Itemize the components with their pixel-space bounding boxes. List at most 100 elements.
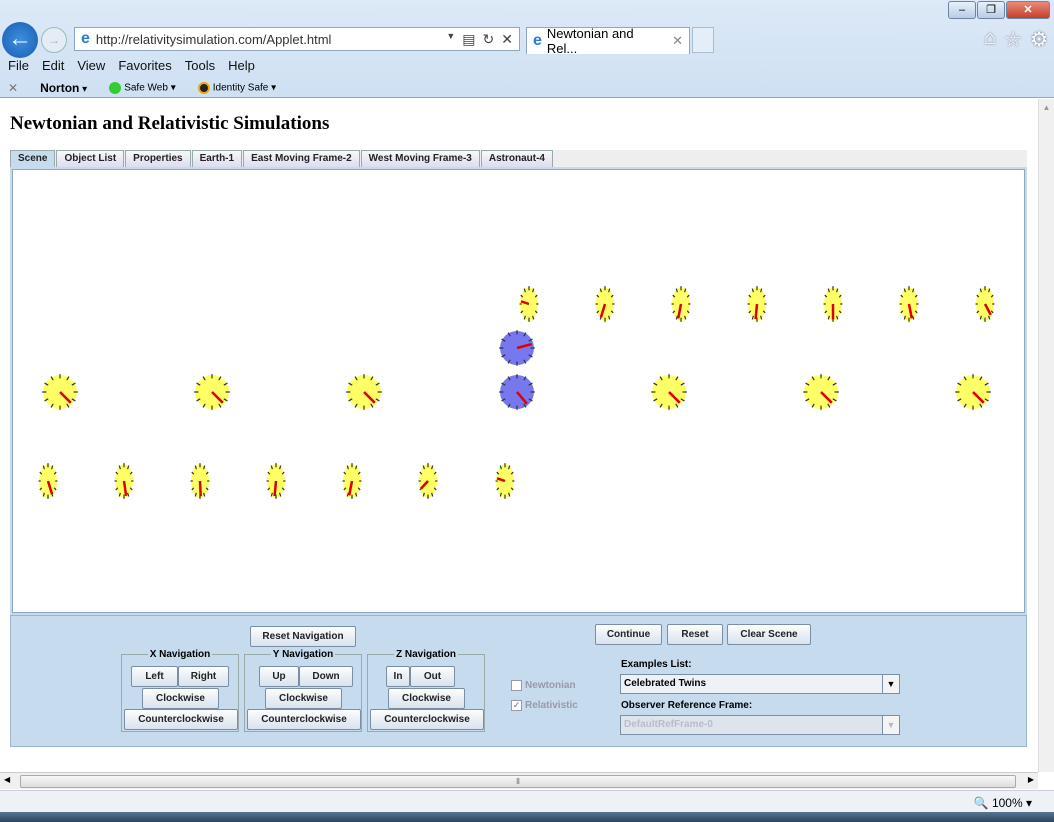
tab-east-moving-frame-2[interactable]: East Moving Frame-2 xyxy=(243,150,360,167)
chevron-down-icon[interactable]: ▼ xyxy=(882,675,899,693)
earth-clock[interactable] xyxy=(651,374,687,410)
reset-navigation-button[interactable]: Reset Navigation xyxy=(250,626,356,647)
in-button[interactable]: In xyxy=(386,666,410,687)
x-counterclockwise-button[interactable]: Counterclockwise xyxy=(124,709,238,730)
y-counterclockwise-button[interactable]: Counterclockwise xyxy=(247,709,361,730)
observer-frame-dropdown[interactable]: DefaultRefFrame-0 ▼ xyxy=(620,715,900,735)
west-moving-frame-clock[interactable] xyxy=(418,463,438,499)
y-clockwise-button[interactable]: Clockwise xyxy=(265,688,342,709)
reset-button[interactable]: Reset xyxy=(667,624,723,645)
close-window-button[interactable]: ✕ xyxy=(1006,1,1050,19)
refresh-icon[interactable]: ↻ xyxy=(482,30,495,47)
west-moving-frame-clock[interactable] xyxy=(190,463,210,499)
astronaut-clock[interactable] xyxy=(499,330,535,366)
earth-clock[interactable] xyxy=(803,374,839,410)
clock-tick xyxy=(118,465,121,470)
scroll-right-icon[interactable]: ▶ xyxy=(1027,775,1034,784)
menu-help[interactable]: Help xyxy=(228,58,255,73)
newtonian-check-box[interactable] xyxy=(511,680,522,691)
address-bar[interactable]: e http://relativitysimulation.com/Applet… xyxy=(74,27,520,51)
forward-button[interactable]: → xyxy=(41,27,67,53)
norton-menu[interactable]: Norton ▾ xyxy=(40,81,88,95)
tab-object-list[interactable]: Object List xyxy=(56,150,125,167)
scroll-left-icon[interactable]: ◀ xyxy=(4,775,11,784)
continue-button[interactable]: Continue xyxy=(595,624,662,645)
browser-tab[interactable]: e Newtonian and Rel... ✕ xyxy=(526,26,690,56)
west-moving-frame-clock[interactable] xyxy=(114,463,134,499)
earth-clock[interactable] xyxy=(194,374,230,410)
clock-tick xyxy=(202,376,206,381)
newtonian-checkbox[interactable]: Newtonian xyxy=(511,680,576,691)
tab-properties[interactable]: Properties xyxy=(125,150,191,167)
url-text[interactable]: http://relativitysimulation.com/Applet.h… xyxy=(95,31,332,47)
tab-west-moving-frame-3[interactable]: West Moving Frame-3 xyxy=(360,150,480,167)
west-moving-frame-clock[interactable] xyxy=(495,463,515,499)
safe-web-menu[interactable]: Safe Web ▾ xyxy=(109,82,176,94)
vertical-scrollbar[interactable]: ▲ xyxy=(1038,99,1054,772)
east-moving-frame-clock[interactable] xyxy=(823,286,843,322)
earth-clock[interactable] xyxy=(346,374,382,410)
dropdown-icon[interactable]: ▼ xyxy=(446,30,456,41)
examples-list-dropdown[interactable]: Celebrated Twins ▼ xyxy=(620,674,900,694)
close-tab-icon[interactable]: ✕ xyxy=(672,33,683,48)
west-moving-frame-clock[interactable] xyxy=(342,463,362,499)
earth-reference-clock[interactable] xyxy=(499,374,535,410)
menu-favorites[interactable]: Favorites xyxy=(118,58,172,73)
west-moving-frame-clock[interactable] xyxy=(38,463,58,499)
right-button[interactable]: Right xyxy=(178,666,229,687)
east-moving-frame-clock[interactable] xyxy=(899,286,919,322)
menu-file[interactable]: File xyxy=(8,58,29,73)
tab-earth-1[interactable]: Earth-1 xyxy=(191,150,243,167)
earth-clock[interactable] xyxy=(42,374,78,410)
stop-icon[interactable]: ✕ xyxy=(501,30,513,47)
back-button[interactable]: ← xyxy=(2,22,38,58)
relativistic-check-box[interactable]: ✓ xyxy=(511,700,522,711)
east-moving-frame-clock[interactable] xyxy=(519,286,539,322)
zoom-level[interactable]: 🔍 100% ▾ xyxy=(973,796,1032,810)
clock-tick xyxy=(523,403,527,408)
clock-tick xyxy=(979,288,982,293)
scrollbar-thumb[interactable]: ⦀ xyxy=(20,775,1016,788)
home-icon[interactable]: ⌂ xyxy=(984,27,997,49)
clock-tick xyxy=(762,294,766,298)
earth-clock[interactable] xyxy=(955,374,991,410)
west-moving-frame-clock[interactable] xyxy=(266,463,286,499)
new-tab-button[interactable] xyxy=(692,27,714,53)
left-button[interactable]: Left xyxy=(131,666,178,687)
page-content: Newtonian and Relativistic Simulations S… xyxy=(0,99,1038,772)
gear-icon[interactable]: ⚙ xyxy=(1030,29,1048,51)
z-navigation-group: Z Navigation In Out Clockwise Counterclo… xyxy=(367,649,485,732)
clock-tick xyxy=(963,403,967,408)
east-moving-frame-clock[interactable] xyxy=(595,286,615,322)
close-toolbar-icon[interactable]: ✕ xyxy=(8,81,19,95)
relativistic-checkbox[interactable]: ✓ Relativistic xyxy=(511,700,578,711)
tab-astronaut-4[interactable]: Astronaut-4 xyxy=(480,150,553,167)
z-counterclockwise-button[interactable]: Counterclockwise xyxy=(370,709,484,730)
clock-hand xyxy=(983,303,992,316)
east-moving-frame-clock[interactable] xyxy=(975,286,995,322)
scene-canvas[interactable] xyxy=(12,169,1025,613)
down-button[interactable]: Down xyxy=(299,666,353,687)
star-icon[interactable]: ☆ xyxy=(1004,29,1023,51)
minimize-button[interactable]: – xyxy=(948,1,976,19)
east-moving-frame-clock[interactable] xyxy=(671,286,691,322)
up-button[interactable]: Up xyxy=(259,666,299,687)
menu-edit[interactable]: Edit xyxy=(41,58,65,73)
clock-tick xyxy=(507,403,511,408)
clock-tick xyxy=(675,315,678,320)
safe-web-icon xyxy=(109,82,122,94)
out-button[interactable]: Out xyxy=(410,666,455,687)
clock-tick xyxy=(523,376,527,381)
identity-safe-menu[interactable]: Identity Safe ▾ xyxy=(197,82,276,94)
z-clockwise-button[interactable]: Clockwise xyxy=(388,688,465,709)
east-moving-frame-clock[interactable] xyxy=(747,286,767,322)
menu-view[interactable]: View xyxy=(77,58,106,73)
menu-tools[interactable]: Tools xyxy=(184,58,216,73)
tab-scene[interactable]: Scene xyxy=(10,150,56,167)
restore-button[interactable]: ❐ xyxy=(977,1,1005,19)
scroll-up-icon[interactable]: ▲ xyxy=(1042,103,1051,112)
clear-scene-button[interactable]: Clear Scene xyxy=(727,624,811,645)
x-clockwise-button[interactable]: Clockwise xyxy=(142,688,219,709)
compat-icon[interactable]: ▤ xyxy=(462,30,476,47)
horizontal-scrollbar[interactable]: ◀ ⦀ ▶ xyxy=(0,772,1038,789)
